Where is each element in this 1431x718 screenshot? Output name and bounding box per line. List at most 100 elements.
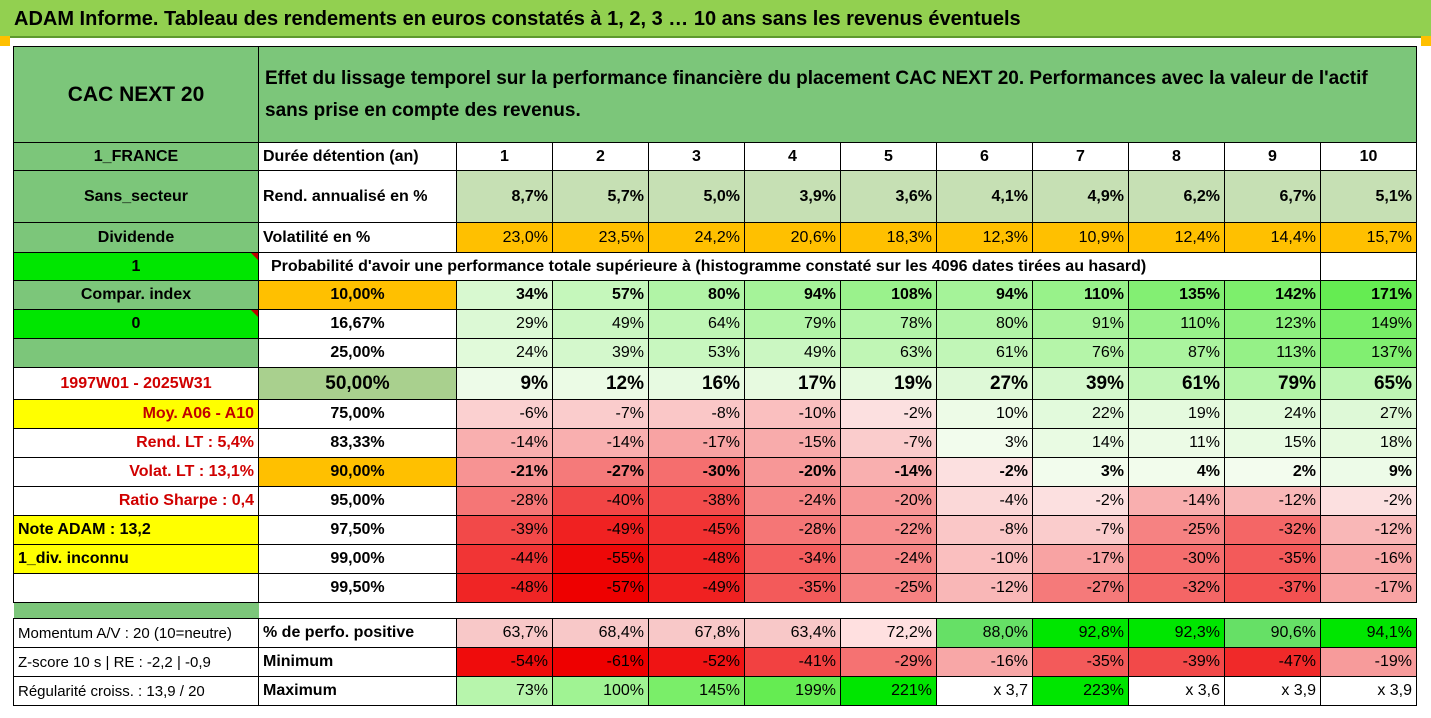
maximum-cell: 145%	[648, 676, 745, 706]
minimum-cell: -47%	[1224, 647, 1321, 677]
minimum-cell: -39%	[1128, 647, 1225, 677]
year-header: 6	[936, 142, 1033, 171]
probability-cell: -34%	[744, 544, 841, 574]
probability-cell: 22%	[1032, 399, 1129, 429]
rend-lt-label: Rend. LT : 5,4%	[13, 428, 259, 458]
probability-cell: -28%	[456, 486, 553, 516]
spacer-green	[13, 602, 259, 619]
rend-cell: 3,6%	[840, 170, 937, 223]
sharpe-label: Ratio Sharpe : 0,4	[13, 486, 259, 516]
probability-cell: -12%	[1224, 486, 1321, 516]
vol-cell: 10,9%	[1032, 222, 1129, 253]
probability-cell: 123%	[1224, 309, 1321, 339]
year-header: 10	[1320, 142, 1417, 171]
probability-level: 10,00%	[258, 280, 457, 310]
probability-cell: 9%	[456, 367, 553, 400]
probability-cell: -32%	[1224, 515, 1321, 545]
probability-cell: 11%	[1128, 428, 1225, 458]
probability-cell: 24%	[1224, 399, 1321, 429]
vol-cell: 18,3%	[840, 222, 937, 253]
probability-cell: -6%	[456, 399, 553, 429]
vol-cell: 15,7%	[1320, 222, 1417, 253]
probability-cell: 142%	[1224, 280, 1321, 310]
probability-cell: -2%	[1032, 486, 1129, 516]
probability-cell: -55%	[552, 544, 649, 574]
minimum-cell: -35%	[1032, 647, 1129, 677]
vol-label: Volatilité en %	[258, 222, 457, 253]
empty-cell	[1320, 252, 1417, 281]
probability-cell: 94%	[936, 280, 1033, 310]
probability-cell: 80%	[936, 309, 1033, 339]
pos-label: % de perfo. positive	[258, 618, 457, 648]
probability-cell: -8%	[648, 399, 745, 429]
probability-cell: -17%	[1320, 573, 1417, 603]
year-header: 4	[744, 142, 841, 171]
probability-cell: -4%	[936, 486, 1033, 516]
positive-cell: 68,4%	[552, 618, 649, 648]
probability-cell: 78%	[840, 309, 937, 339]
probability-cell: 14%	[1032, 428, 1129, 458]
probability-cell: -38%	[648, 486, 745, 516]
rend-cell: 4,1%	[936, 170, 1033, 223]
probability-level: 83,33%	[258, 428, 457, 458]
probability-cell: 2%	[1224, 457, 1321, 487]
probability-cell: -39%	[456, 515, 553, 545]
probability-cell: -40%	[552, 486, 649, 516]
positive-cell: 92,3%	[1128, 618, 1225, 648]
rend-label: Rend. annualisé en %	[258, 170, 457, 223]
minimum-cell: -61%	[552, 647, 649, 677]
minimum-cell: -52%	[648, 647, 745, 677]
corner-marker-right	[1421, 36, 1431, 46]
maximum-cell: x 3,6	[1128, 676, 1225, 706]
probability-cell: -37%	[1224, 573, 1321, 603]
probability-cell: -12%	[936, 573, 1033, 603]
probability-cell: 94%	[744, 280, 841, 310]
probability-cell: -35%	[1224, 544, 1321, 574]
probability-cell: -16%	[1320, 544, 1417, 574]
maximum-cell: x 3,9	[1320, 676, 1417, 706]
probability-cell: 34%	[456, 280, 553, 310]
probability-cell: -45%	[648, 515, 745, 545]
probability-cell: -25%	[1128, 515, 1225, 545]
spacer	[259, 603, 1417, 619]
minimum-cell: -29%	[840, 647, 937, 677]
moy-label: Moy. A06 - A10	[13, 399, 259, 429]
performance-table: CAC NEXT 20 Effet du lissage temporel su…	[13, 46, 1417, 706]
probability-cell: -20%	[840, 486, 937, 516]
positive-cell: 63,4%	[744, 618, 841, 648]
probability-level: 95,00%	[258, 486, 457, 516]
corner-marker-left	[0, 36, 10, 46]
probability-cell: -17%	[1032, 544, 1129, 574]
probability-cell: -14%	[552, 428, 649, 458]
vol-cell: 24,2%	[648, 222, 745, 253]
minimum-cell: -16%	[936, 647, 1033, 677]
probability-level: 25,00%	[258, 338, 457, 368]
rend-cell: 5,7%	[552, 170, 649, 223]
probability-cell: -28%	[744, 515, 841, 545]
probability-cell: -27%	[1032, 573, 1129, 603]
probability-level: 97,50%	[258, 515, 457, 545]
probability-cell: 80%	[648, 280, 745, 310]
probability-cell: 3%	[936, 428, 1033, 458]
rend-cell: 6,2%	[1128, 170, 1225, 223]
probability-cell: 91%	[1032, 309, 1129, 339]
positive-cell: 90,6%	[1224, 618, 1321, 648]
maximum-cell: x 3,7	[936, 676, 1033, 706]
probability-cell: 135%	[1128, 280, 1225, 310]
probability-cell: -14%	[1128, 486, 1225, 516]
probability-cell: -2%	[840, 399, 937, 429]
vol-cell: 20,6%	[744, 222, 841, 253]
probability-cell: 61%	[936, 338, 1033, 368]
probability-cell: 16%	[648, 367, 745, 400]
vol-cell: 14,4%	[1224, 222, 1321, 253]
probability-cell: 53%	[648, 338, 745, 368]
minimum-cell: -41%	[744, 647, 841, 677]
probability-cell: -35%	[744, 573, 841, 603]
probability-cell: 149%	[1320, 309, 1417, 339]
probability-cell: 15%	[1224, 428, 1321, 458]
probability-cell: -17%	[648, 428, 745, 458]
probability-cell: 79%	[1224, 367, 1321, 400]
probability-cell: -7%	[1032, 515, 1129, 545]
probability-level: 75,00%	[258, 399, 457, 429]
maximum-cell: 223%	[1032, 676, 1129, 706]
